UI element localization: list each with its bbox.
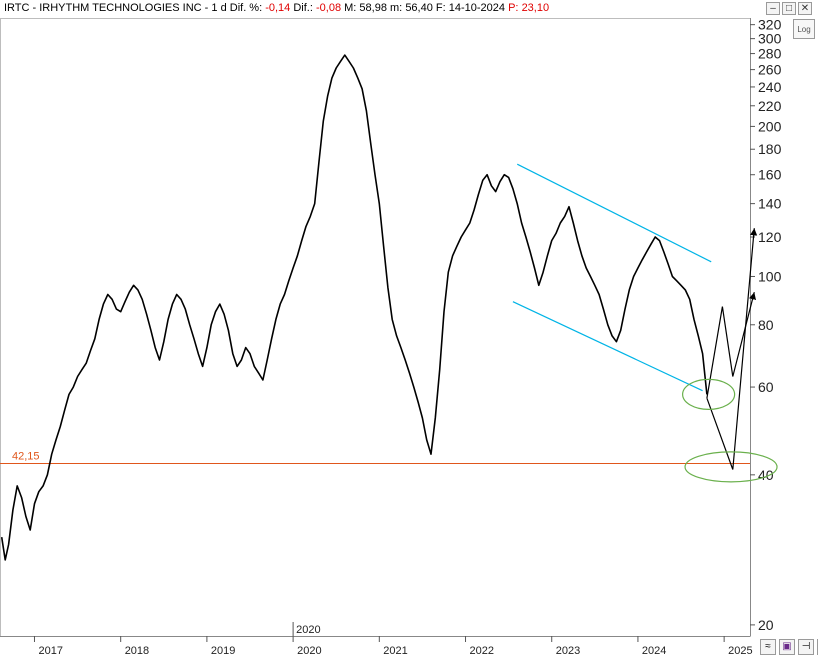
price-label: P: — [508, 2, 519, 14]
y-tick-label: 300 — [758, 31, 782, 47]
x-tick-label: 2017 — [38, 645, 62, 657]
y-tick-label: 220 — [758, 98, 782, 114]
restore-button[interactable]: □ — [782, 2, 796, 15]
min-label: m: — [390, 2, 403, 14]
price-series-line — [0, 54, 708, 561]
x-tick-label: 2025 — [728, 645, 752, 657]
save-icon[interactable]: ▣ — [779, 639, 795, 655]
y-tick-label: 240 — [758, 79, 782, 95]
min-value: 56,40 — [405, 2, 433, 14]
highlight-ellipse-target — [684, 451, 778, 483]
y-tick-label: 160 — [758, 167, 782, 183]
bottom-toolbar: ≈ ▣ ⊣ — [760, 639, 818, 655]
x-tick-label: 2019 — [211, 645, 235, 657]
date-value: 14-10-2024 — [448, 2, 506, 14]
date-label: F: — [435, 2, 446, 14]
close-button[interactable]: ✕ — [798, 2, 812, 15]
x-tick-label: 2020 — [297, 645, 321, 657]
y-tick-label: 20 — [758, 617, 774, 633]
dif-label: Dif.: — [293, 2, 313, 14]
y-tick-label: 100 — [758, 268, 782, 284]
minimize-button[interactable]: – — [766, 2, 780, 15]
x-tick-label: 2021 — [383, 645, 407, 657]
y-tick-label: 320 — [758, 17, 782, 33]
log-scale-button[interactable]: Log — [793, 19, 815, 39]
window-controls: – □ ✕ — [766, 2, 812, 15]
year-marker-label: 2020 — [296, 624, 320, 636]
y-tick-label: 260 — [758, 62, 782, 78]
plot-frame — [0, 18, 751, 637]
x-tick-label: 2024 — [642, 645, 666, 657]
dif-value: -0,08 — [315, 2, 342, 14]
projection-path-a — [706, 292, 757, 399]
y-tick-label: 200 — [758, 118, 782, 134]
dif-pct-value: -0,14 — [265, 2, 291, 14]
y-tick-label: 60 — [758, 379, 774, 395]
y-tick-label: 140 — [758, 196, 782, 212]
scroll-icon[interactable]: ≈ — [760, 639, 776, 655]
channel-lower-line — [512, 301, 703, 392]
chart-header: IRTC - IRHYTHM TECHNOLOGIES INC - 1 d Di… — [4, 2, 549, 14]
max-label: M: — [344, 2, 357, 14]
dif-pct-label: Dif. %: — [229, 2, 263, 14]
y-tick-label: 40 — [758, 467, 774, 483]
x-tick-label: 2023 — [556, 645, 580, 657]
symbol-name: IRTC - IRHYTHM TECHNOLOGIES INC - — [4, 2, 209, 14]
interval: 1 d — [211, 2, 227, 14]
pin-icon[interactable]: ⊣ — [798, 639, 814, 655]
y-tick-label: 180 — [758, 141, 782, 157]
channel-upper-line — [516, 163, 712, 263]
support-label: 42,15 — [12, 451, 40, 463]
x-tick-label: 2018 — [125, 645, 149, 657]
highlight-ellipse-current — [682, 378, 736, 410]
projection-path-b — [706, 228, 758, 470]
y-tick-label: 280 — [758, 46, 782, 62]
max-value: 58,98 — [359, 2, 387, 14]
y-tick-label: 80 — [758, 317, 774, 333]
y-tick-label: 120 — [758, 229, 782, 245]
x-tick-label: 2022 — [470, 645, 494, 657]
price-value: 23,10 — [521, 2, 550, 14]
